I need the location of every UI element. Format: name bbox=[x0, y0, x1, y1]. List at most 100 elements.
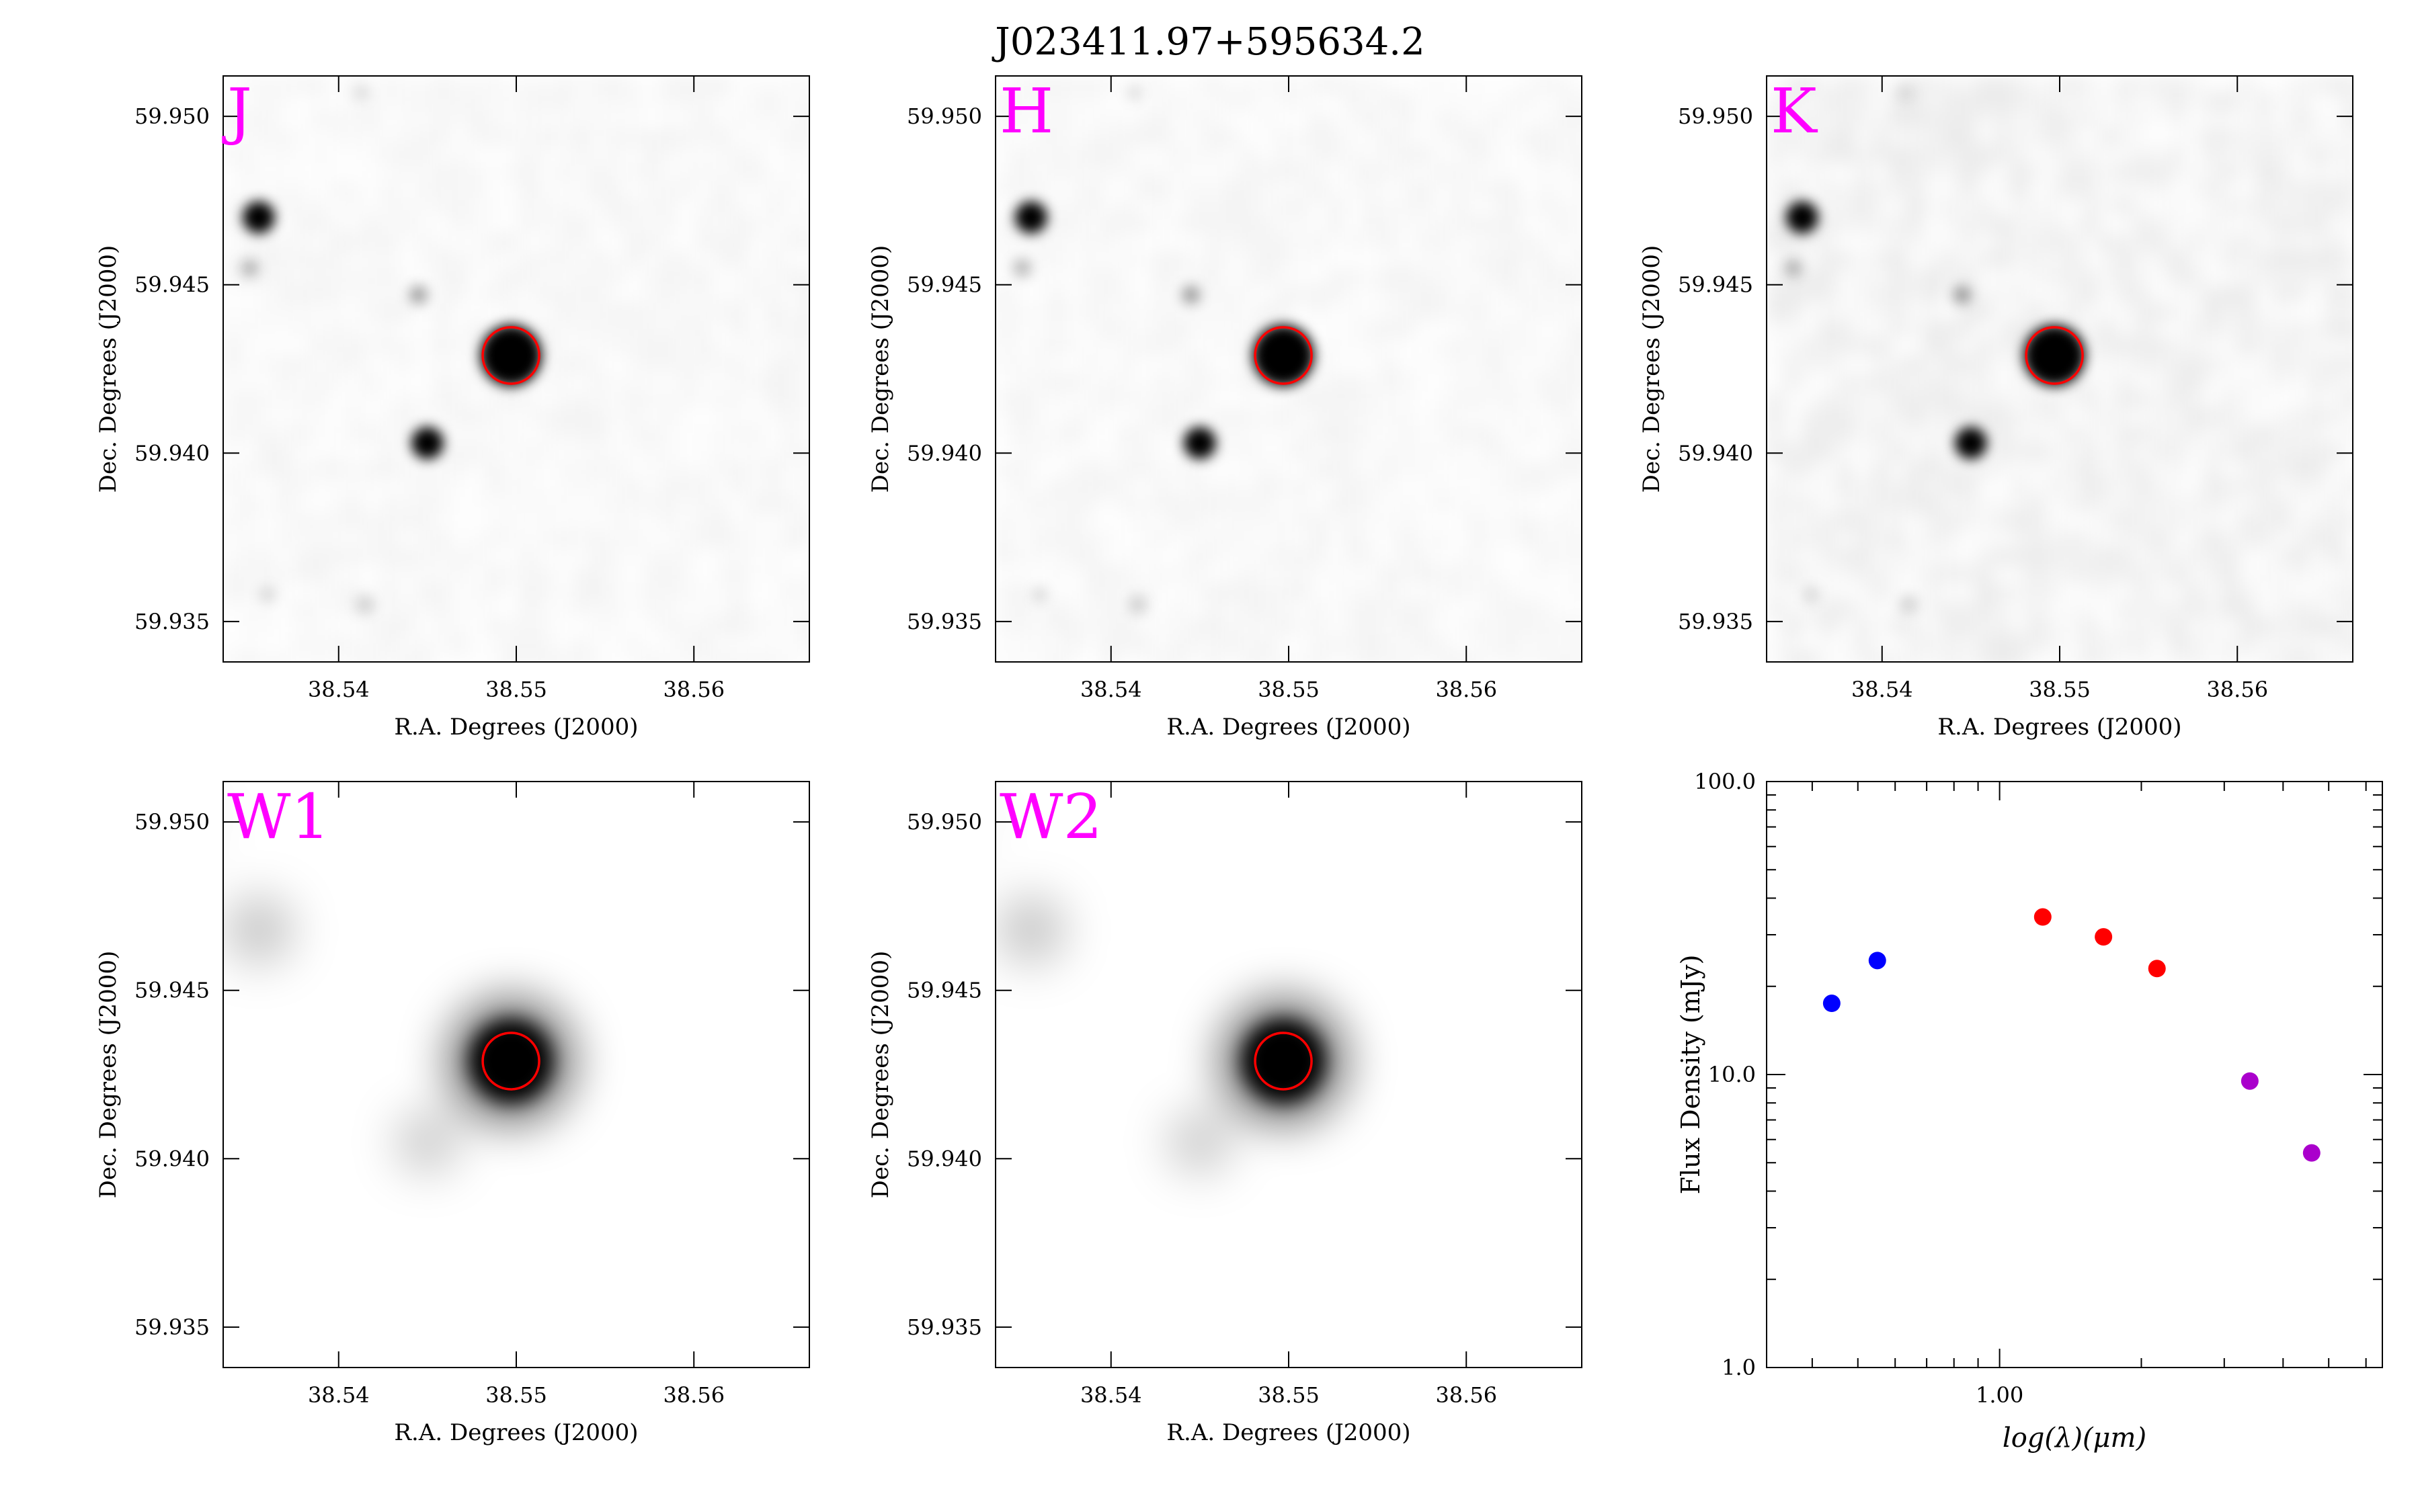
star-6 bbox=[1803, 586, 1820, 603]
y-tick-label: 59.950 bbox=[907, 103, 982, 129]
sed-axes-frame bbox=[1766, 781, 2383, 1368]
sed-y-tick-label: 100.0 bbox=[1694, 769, 1756, 794]
image-noise bbox=[223, 76, 809, 662]
y-tick-label: 59.935 bbox=[907, 1314, 982, 1340]
y-tick-label: 59.935 bbox=[1678, 609, 1753, 634]
star-2 bbox=[1183, 427, 1216, 460]
y-axis-label: Dec. Degrees (J2000) bbox=[95, 951, 122, 1199]
y-tick-label: 59.935 bbox=[134, 1314, 210, 1340]
sed-plot: 1.0 10.0 100.0 1.00 log(λ)(μm) Flux Density (… bbox=[1676, 769, 2383, 1454]
x-tick-label: 38.55 bbox=[1258, 1382, 1320, 1408]
x-tick-label: 38.54 bbox=[308, 1382, 370, 1408]
target-core bbox=[469, 1019, 553, 1103]
star-halo-nw bbox=[223, 894, 294, 965]
sed-x-tick-label: 1.00 bbox=[1976, 1382, 2023, 1408]
y-tick-label: 59.945 bbox=[134, 272, 210, 298]
star-2 bbox=[411, 427, 444, 460]
x-tick-label: 38.55 bbox=[2029, 677, 2091, 702]
star-0 bbox=[1785, 201, 1818, 234]
cutout-image bbox=[1767, 76, 2353, 662]
cutout-image bbox=[996, 76, 1582, 662]
target-circle bbox=[1254, 1032, 1313, 1091]
sed-point-1 bbox=[1868, 952, 1886, 970]
y-tick-label: 59.950 bbox=[134, 103, 210, 129]
star-3 bbox=[1952, 285, 1972, 304]
y-tick-label: 59.940 bbox=[907, 440, 982, 466]
x-axis-label: R.A. Degrees (J2000) bbox=[394, 714, 638, 741]
x-axis-label: R.A. Degrees (J2000) bbox=[1166, 1419, 1410, 1446]
y-tick-label: 59.940 bbox=[1678, 440, 1753, 466]
y-tick-label: 59.940 bbox=[134, 1146, 210, 1171]
y-tick-label: 59.945 bbox=[1678, 272, 1753, 298]
x-tick-label: 38.54 bbox=[308, 677, 370, 702]
star-6 bbox=[259, 586, 276, 603]
cutout-image bbox=[223, 76, 809, 662]
y-tick-label: 59.940 bbox=[134, 440, 210, 466]
x-tick-label: 38.56 bbox=[1435, 1382, 1497, 1408]
star-7 bbox=[1126, 85, 1143, 101]
band-label: W2 bbox=[1000, 781, 1102, 853]
star-halo-sw bbox=[395, 1109, 460, 1175]
star-1 bbox=[1012, 258, 1032, 278]
star-3 bbox=[409, 285, 428, 304]
star-1 bbox=[1783, 258, 1803, 278]
sed-point-5 bbox=[2241, 1072, 2259, 1090]
sed-point-0 bbox=[1822, 995, 1841, 1013]
wise-core bbox=[469, 1019, 553, 1103]
star-4 bbox=[2023, 324, 2086, 386]
sed-y-tick-label: 1.0 bbox=[1722, 1355, 1756, 1380]
star-3 bbox=[1181, 285, 1201, 304]
x-tick-label: 38.56 bbox=[663, 677, 725, 702]
y-tick-label: 59.940 bbox=[907, 1146, 982, 1171]
star-halo-nw bbox=[996, 894, 1066, 965]
target-circle bbox=[2025, 326, 2084, 385]
image-noise bbox=[1767, 76, 2353, 662]
star-5 bbox=[1128, 595, 1147, 614]
x-axis-label: R.A. Degrees (J2000) bbox=[394, 1419, 638, 1446]
cutout-panel-w2: 38.54 38.55 38.56 59.935 59.940 59.945 59.950 R… bbox=[867, 781, 1582, 1446]
cutout-panel-j: 38.54 38.55 38.56 59.935 59.940 59.945 59.950 R… bbox=[95, 75, 810, 741]
y-tick-label: 59.950 bbox=[134, 809, 210, 835]
y-tick-label: 59.950 bbox=[907, 809, 982, 835]
x-tick-label: 38.56 bbox=[1435, 677, 1497, 702]
star-0 bbox=[242, 201, 275, 234]
star-2 bbox=[1954, 427, 1987, 460]
star-6 bbox=[1032, 586, 1049, 603]
y-tick-label: 59.935 bbox=[134, 609, 210, 634]
figure-title: J023411.97+595634.2 bbox=[995, 20, 1425, 64]
x-tick-label: 38.56 bbox=[663, 1382, 725, 1408]
y-tick-label: 59.945 bbox=[134, 978, 210, 1003]
star-7 bbox=[354, 85, 370, 101]
target-core bbox=[1242, 1019, 1326, 1103]
y-axis-label: Dec. Degrees (J2000) bbox=[95, 245, 122, 493]
cutout-panel-w1: 38.54 38.55 38.56 59.935 59.940 59.945 59.950 R… bbox=[95, 781, 810, 1446]
sed-x-axis-label: log(λ)(μm) bbox=[2003, 1423, 2146, 1454]
y-axis-label: Dec. Degrees (J2000) bbox=[867, 245, 894, 493]
stars bbox=[1012, 85, 1315, 614]
cutout-panel-k: 38.54 38.55 38.56 59.935 59.940 59.945 59.950 R… bbox=[1638, 75, 2353, 741]
y-tick-label: 59.945 bbox=[907, 978, 982, 1003]
y-tick-label: 59.935 bbox=[907, 609, 982, 634]
x-tick-label: 38.54 bbox=[1851, 677, 1913, 702]
band-label: K bbox=[1771, 75, 1818, 147]
star-4 bbox=[1252, 324, 1315, 386]
x-tick-label: 38.55 bbox=[1258, 677, 1320, 702]
cutout-panel-h: 38.54 38.55 38.56 59.935 59.940 59.945 59.950 R… bbox=[867, 75, 1582, 741]
star-halo-sw bbox=[1167, 1109, 1232, 1175]
x-tick-label: 38.55 bbox=[485, 1382, 547, 1408]
wise-core bbox=[1242, 1019, 1326, 1103]
y-axis-label: Dec. Degrees (J2000) bbox=[867, 951, 894, 1199]
target-circle bbox=[1254, 326, 1313, 385]
sed-y-tick-label: 10.0 bbox=[1708, 1062, 1756, 1087]
band-label: W1 bbox=[227, 781, 330, 853]
x-tick-label: 38.55 bbox=[485, 677, 547, 702]
sed-point-6 bbox=[2302, 1144, 2321, 1162]
band-label: H bbox=[1000, 75, 1053, 147]
star-0 bbox=[1014, 201, 1047, 234]
sed-point-3 bbox=[2095, 928, 2113, 946]
x-axis-label: R.A. Degrees (J2000) bbox=[1937, 714, 2181, 741]
target-circle bbox=[481, 1032, 540, 1091]
star-7 bbox=[1897, 85, 1914, 101]
y-tick-label: 59.950 bbox=[1678, 103, 1753, 129]
